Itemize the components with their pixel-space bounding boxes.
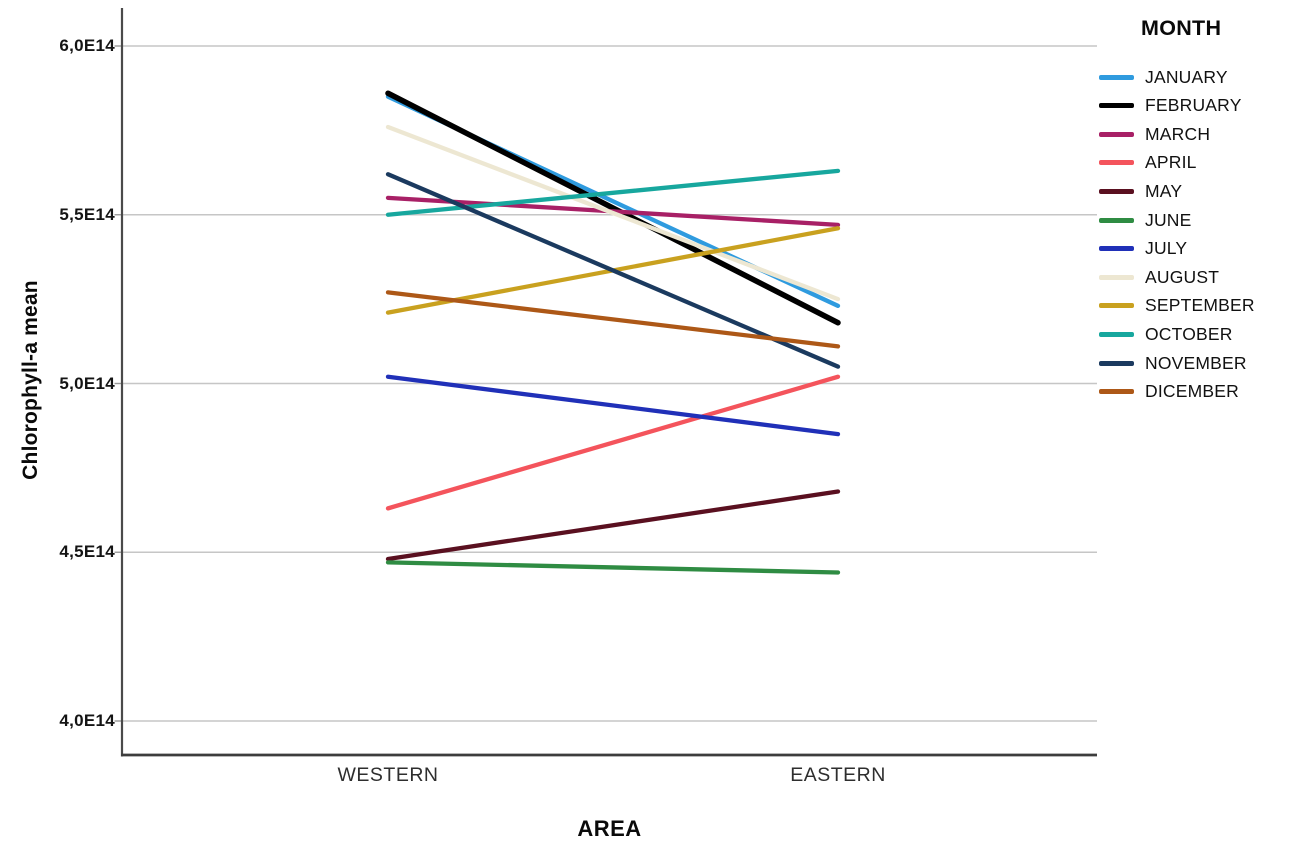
legend-item-june: JUNE bbox=[1099, 209, 1192, 231]
y-tick-label: 5,5E14 bbox=[59, 204, 115, 224]
series-line-august bbox=[385, 124, 841, 302]
legend-item-dicember: DICEMBER bbox=[1099, 381, 1239, 403]
legend-swatch-dicember bbox=[1099, 389, 1134, 395]
series-line-dicember bbox=[385, 290, 841, 349]
series-line-may bbox=[385, 489, 841, 562]
x-axis-title: AREA bbox=[577, 816, 642, 841]
legend-swatch-august bbox=[1099, 274, 1134, 280]
legend-swatch-november bbox=[1099, 360, 1134, 366]
legend-swatch-september bbox=[1099, 303, 1134, 309]
legend-label: OCTOBER bbox=[1145, 323, 1233, 344]
legend-swatch-february bbox=[1099, 103, 1134, 109]
legend-label: NOVEMBER bbox=[1145, 352, 1247, 373]
legend-swatch-april bbox=[1099, 160, 1134, 166]
legend-label: JULY bbox=[1145, 238, 1188, 259]
legend-label: APRIL bbox=[1145, 152, 1197, 173]
series-line-november bbox=[385, 172, 841, 369]
legend-label: JANUARY bbox=[1145, 66, 1228, 87]
legend-title: MONTH bbox=[1141, 16, 1222, 40]
legend-label: MARCH bbox=[1145, 123, 1211, 144]
legend-item-january: JANUARY bbox=[1099, 66, 1228, 88]
y-tick-label: 4,0E14 bbox=[59, 711, 115, 730]
legend-swatch-march bbox=[1099, 131, 1134, 137]
legend-item-february: FEBRUARY bbox=[1099, 95, 1242, 117]
legend-swatch-october bbox=[1099, 331, 1134, 337]
y-tick-label: 6,0E14 bbox=[59, 36, 115, 55]
legend-item-may: MAY bbox=[1099, 180, 1182, 202]
legend-label: AUGUST bbox=[1145, 266, 1220, 287]
legend-swatch-may bbox=[1099, 188, 1134, 194]
series-line-june bbox=[385, 560, 841, 575]
legend-item-july: JULY bbox=[1099, 238, 1187, 260]
series-line-april bbox=[385, 374, 841, 511]
legend-swatch-july bbox=[1099, 246, 1134, 252]
x-tick-label-eastern: EASTERN bbox=[790, 764, 886, 786]
series-line-july bbox=[385, 374, 841, 437]
y-tick-label: 4,5E14 bbox=[59, 542, 115, 562]
y-tick-label: 5,0E14 bbox=[59, 373, 115, 393]
legend-label: SEPTEMBER bbox=[1145, 295, 1255, 316]
series-line-february bbox=[385, 90, 841, 326]
legend-item-september: SEPTEMBER bbox=[1099, 295, 1255, 317]
legend-label: JUNE bbox=[1145, 209, 1192, 230]
legend-item-november: NOVEMBER bbox=[1099, 352, 1247, 374]
legend-item-october: OCTOBER bbox=[1099, 323, 1233, 345]
legend-label: DICEMBER bbox=[1145, 381, 1239, 402]
legend-item-march: MARCH bbox=[1099, 123, 1210, 145]
legend-swatch-january bbox=[1099, 74, 1134, 80]
x-tick-label-western: WESTERN bbox=[337, 764, 439, 786]
legend-item-august: AUGUST bbox=[1099, 266, 1219, 288]
legend-swatch-june bbox=[1099, 217, 1134, 223]
legend-label: FEBRUARY bbox=[1145, 95, 1242, 116]
legend-item-april: APRIL bbox=[1099, 152, 1197, 174]
legend-label: MAY bbox=[1145, 180, 1183, 201]
